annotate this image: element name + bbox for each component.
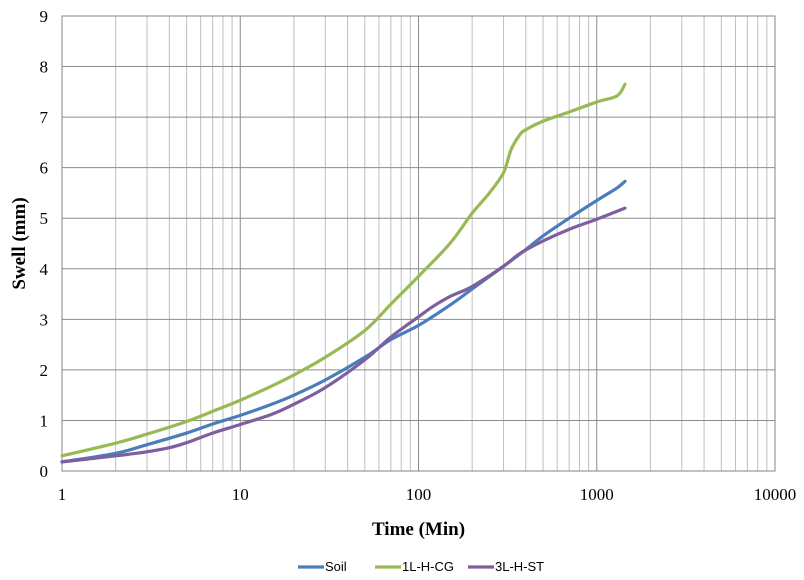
series-lines [60, 82, 627, 464]
y-axis-tick-labels: 0 1 2 3 4 5 6 7 8 9 [40, 7, 49, 481]
y-axis-title: Swell (mm) [9, 197, 30, 289]
y-tick-label: 9 [40, 7, 49, 26]
y-tick-label: 0 [40, 462, 49, 481]
y-tick-label: 2 [40, 361, 49, 380]
x-axis-tick-labels: 1 10 100 1000 10000 [58, 485, 797, 504]
legend-item-1l-h-cg: 1L-H-CG [375, 559, 454, 574]
grid [61, 15, 775, 472]
y-tick-label: 4 [40, 260, 49, 279]
y-tick-label: 6 [40, 159, 49, 178]
x-tick-label: 10 [232, 485, 249, 504]
legend: Soil 1L-H-CG 3L-H-ST [298, 559, 544, 574]
y-tick-label: 3 [40, 310, 49, 329]
series-line-soil [60, 179, 627, 464]
y-tick-label: 7 [40, 108, 49, 127]
plot-area-border [61, 15, 776, 472]
y-tick-label: 8 [40, 58, 49, 77]
series-line-1l-h-cg [60, 82, 627, 458]
x-axis-title: Time (Min) [372, 519, 465, 540]
x-tick-label: 10000 [754, 485, 797, 504]
series-line-3l-h-st [60, 206, 627, 464]
y-tick-label: 5 [40, 209, 49, 228]
x-tick-label: 1000 [580, 485, 614, 504]
legend-label: 3L-H-ST [495, 559, 544, 574]
x-tick-label: 100 [406, 485, 432, 504]
legend-item-3l-h-st: 3L-H-ST [468, 559, 544, 574]
legend-label: Soil [325, 559, 347, 574]
legend-label: 1L-H-CG [402, 559, 454, 574]
legend-item-soil: Soil [298, 559, 347, 574]
y-tick-label: 1 [40, 411, 49, 430]
x-tick-label: 1 [58, 485, 67, 504]
